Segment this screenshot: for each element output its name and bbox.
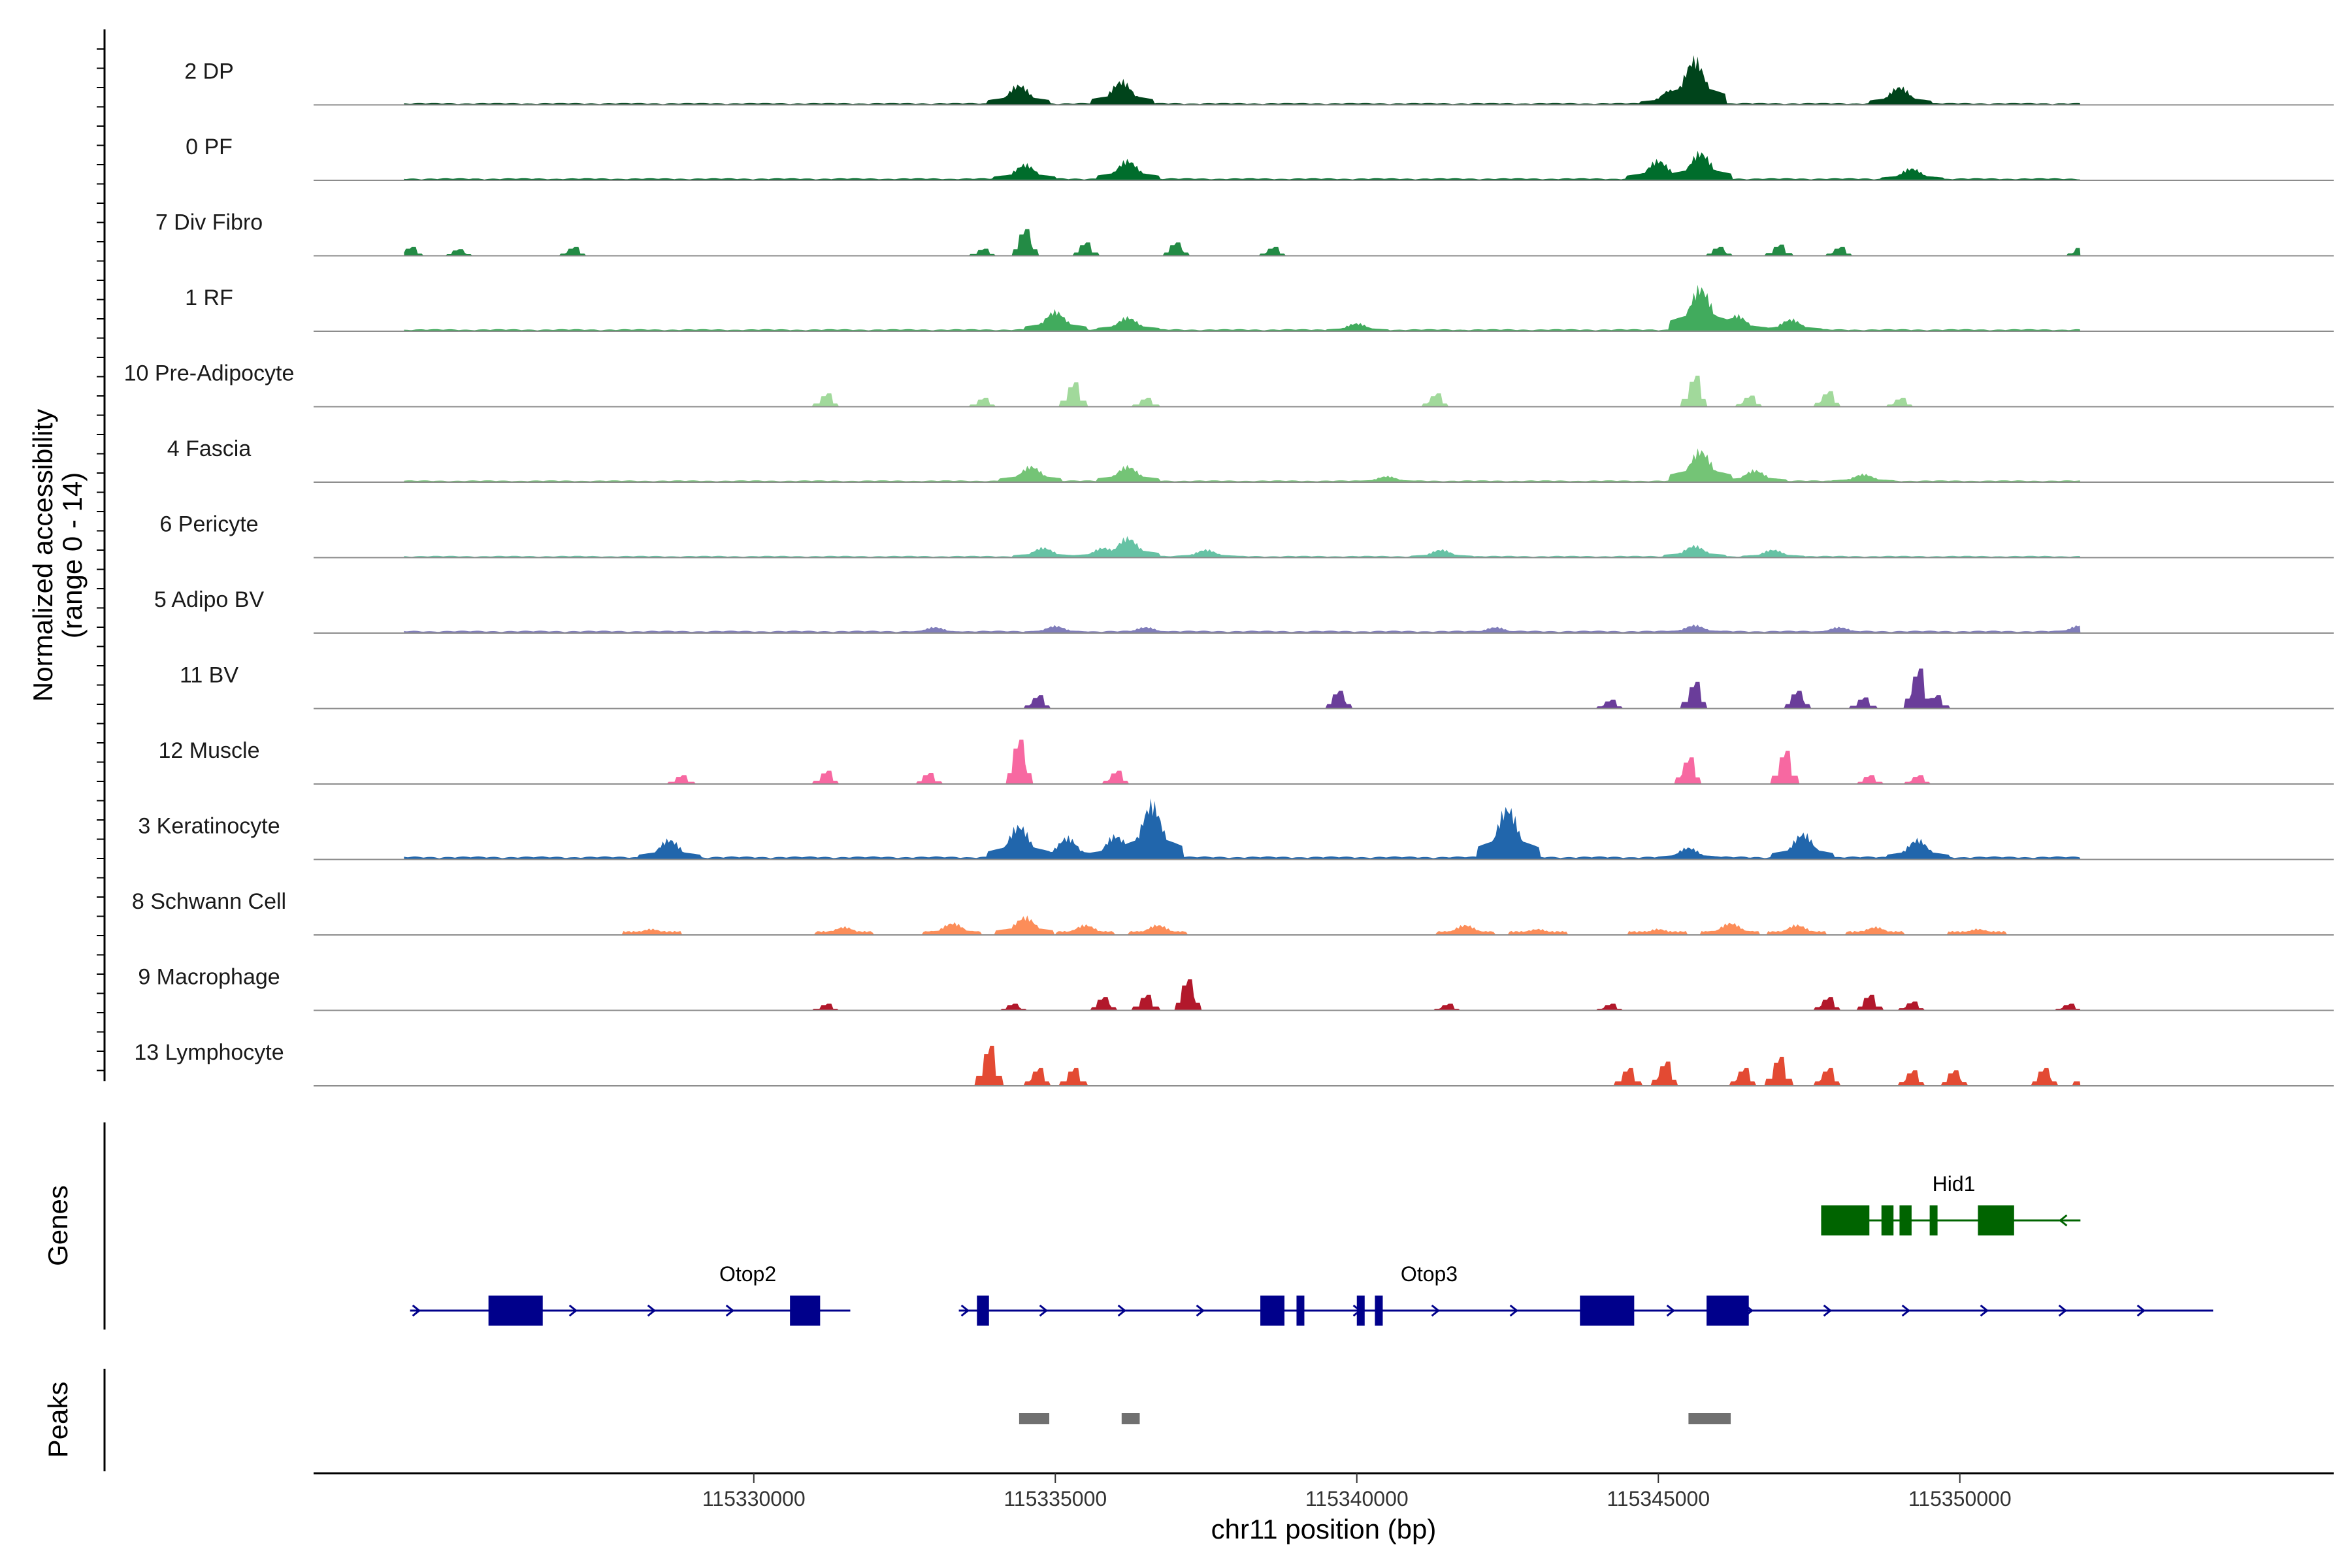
track-11: 3 Keratinocyte [138,798,2334,860]
x-tick-label: 115345000 [1607,1487,1710,1511]
peak-interval [1019,1413,1050,1424]
coverage-area [404,624,2081,633]
gene-otop3: Otop3 [958,1262,2213,1326]
track-label: 13 Lymphocyte [134,1040,284,1065]
exon [1260,1296,1285,1326]
exon [1881,1205,1894,1235]
peak-interval [1688,1413,1731,1424]
x-axis-ticks: 115330000 115335000 115340000 115345000 1153… [702,1473,2012,1511]
gene-label: Otop3 [1401,1262,1458,1286]
coverage-area [404,979,2081,1011]
coverage-area [404,740,2081,784]
gene-hid1: Hid1 [1821,1172,2081,1235]
exon [1296,1296,1305,1326]
track-9: 11 BV [180,663,2334,710]
track-2: 0 PF [186,135,2334,181]
track-7: 6 Pericyte [159,512,2334,559]
track-label: 6 Pericyte [159,512,258,537]
x-tick-label: 115335000 [1004,1487,1107,1511]
peak-interval [1121,1413,1140,1424]
strand-arrow [412,1304,421,1317]
track-6: 4 Fascia [167,436,2334,483]
strand-arrow [1431,1304,1440,1317]
track-8: 5 Adipo BV [154,587,2334,634]
x-axis-title: chr11 position (bp) [1211,1514,1437,1544]
track-label: 0 PF [186,135,233,159]
coverage-area [404,229,2081,256]
genes-panel-label: Genes [42,1185,73,1266]
coverage-area [404,376,2081,407]
track-10: 12 Muscle [159,738,2334,785]
strand-arrow [725,1304,735,1317]
track-label: 11 BV [180,663,238,688]
x-tick-label: 115350000 [1908,1487,2012,1511]
strand-arrow [2059,1214,2068,1227]
strand-arrow [1666,1304,1675,1317]
strand-arrow [1823,1304,1832,1317]
strand-arrow [647,1304,657,1317]
x-tick-label: 115340000 [1305,1487,1409,1511]
strand-arrow [960,1304,970,1317]
track-label: 1 RF [185,286,233,310]
gene-label: Otop2 [719,1262,776,1286]
track-12: 8 Schwann Cell [132,889,2334,936]
track-3: 7 Div Fibro [155,210,2334,257]
exon [1375,1296,1383,1326]
exon [790,1296,821,1326]
exon [977,1296,989,1326]
coverage-tracks: 2 DP 0 PF 7 Div Fibro 1 RF 10 Pre-Adipocyte 4… [124,55,2334,1086]
coverage-area [404,150,2081,180]
track-label: 10 Pre-Adipocyte [124,361,295,386]
strand-arrow [2058,1304,2067,1317]
strand-arrow [1980,1304,1989,1317]
coverage-y-ticks [97,48,105,1071]
coverage-area [404,284,2081,331]
track-label: 2 DP [184,59,234,84]
coverage-area [404,798,2081,860]
strand-arrow [2136,1304,2146,1317]
track-4: 1 RF [185,284,2334,332]
coverage-area [404,55,2081,105]
exon [1899,1205,1912,1235]
coverage-area [404,668,2081,709]
exon [1929,1205,1938,1235]
strand-arrow [1039,1304,1048,1317]
exon [1356,1296,1365,1326]
exon [1707,1296,1749,1326]
peaks-panel [1019,1413,1731,1424]
track-1: 2 DP [184,55,2334,106]
y-axis-title-line1: Normalized accessibility [27,409,58,702]
exon [488,1296,543,1326]
y-axis-title-line2: (range 0 - 14) [57,472,88,638]
peaks-panel-label: Peaks [42,1382,73,1458]
strand-arrow [1196,1304,1205,1317]
track-13: 9 Macrophage [138,965,2334,1011]
coverage-area [404,448,2081,482]
track-14: 13 Lymphocyte [134,1040,2334,1086]
track-label: 12 Muscle [159,738,260,763]
exon [1978,1205,2014,1235]
strand-arrow [568,1304,578,1317]
track-label: 7 Div Fibro [155,210,263,235]
gene-otop2: Otop2 [410,1262,851,1326]
coverage-area [404,536,2081,558]
track-label: 8 Schwann Cell [132,889,286,914]
coverage-area [404,915,2081,935]
coverage-area [404,1045,2081,1086]
exon [1821,1205,1870,1235]
strand-arrow [1509,1304,1518,1317]
track-label: 4 Fascia [167,436,252,461]
track-5: 10 Pre-Adipocyte [124,361,2334,408]
track-label: 3 Keratinocyte [138,814,280,839]
track-label: 9 Macrophage [138,965,280,990]
genes-panel: Otop2 Otop3 Hid1 [410,1172,2213,1326]
exon [1580,1296,1635,1326]
strand-arrow [1901,1304,1910,1317]
strand-arrow [1117,1304,1126,1317]
track-label: 5 Adipo BV [154,587,265,612]
x-tick-label: 115330000 [702,1487,806,1511]
gene-label: Hid1 [1933,1172,1976,1196]
